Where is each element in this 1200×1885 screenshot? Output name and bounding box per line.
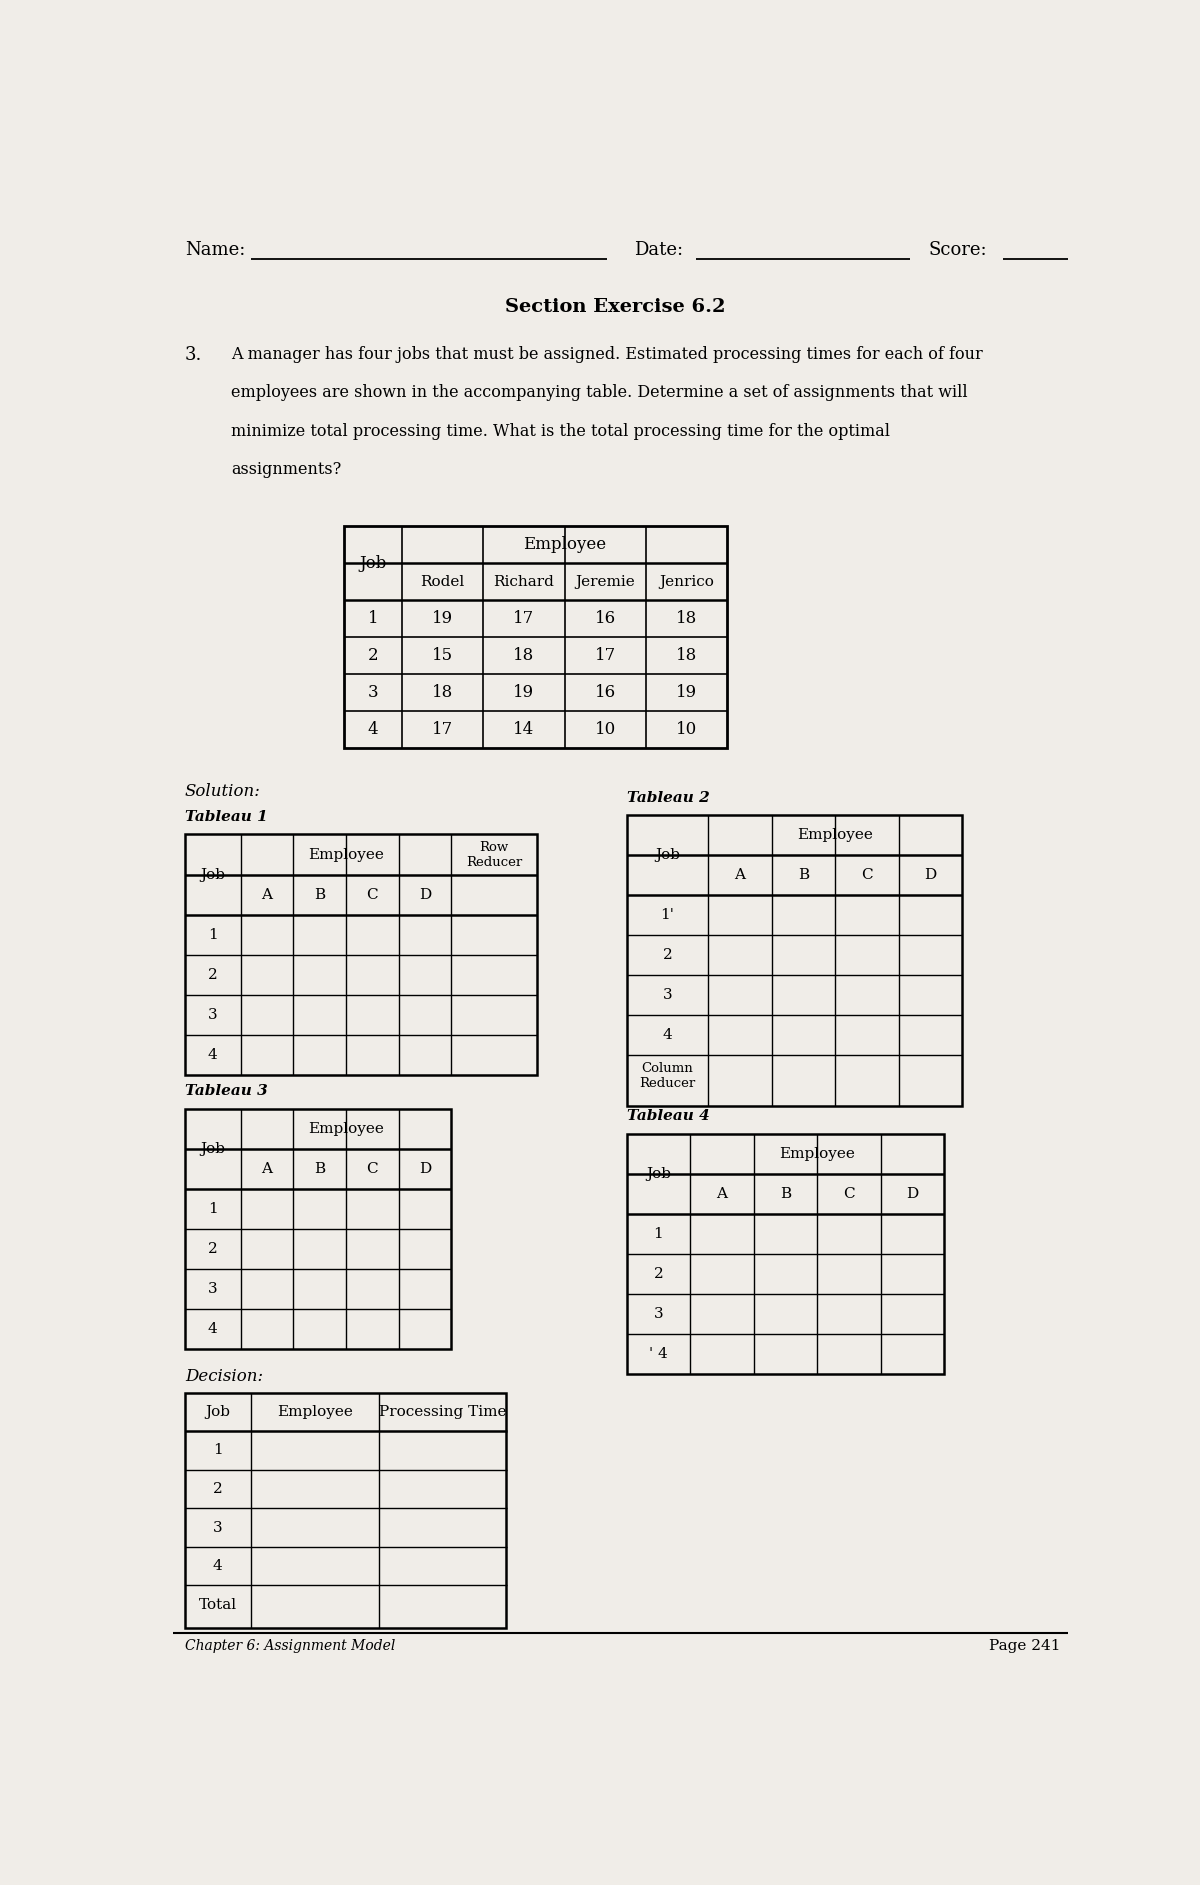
Text: D: D [419, 1161, 431, 1176]
Text: D: D [419, 888, 431, 901]
Text: ' 4: ' 4 [649, 1348, 667, 1361]
Text: C: C [367, 888, 378, 901]
Text: Decision:: Decision: [185, 1369, 263, 1385]
Text: Job: Job [200, 1142, 226, 1156]
Bar [626, 1135, 944, 1374]
Text: 18: 18 [676, 647, 697, 664]
Text: 4: 4 [212, 1559, 223, 1572]
Text: 3: 3 [654, 1306, 664, 1321]
Text: 2: 2 [367, 647, 378, 664]
Text: A: A [262, 888, 272, 901]
Text: A: A [262, 1161, 272, 1176]
Text: 2: 2 [208, 967, 217, 982]
Bar [343, 526, 727, 748]
Text: Employee: Employee [523, 537, 606, 554]
Text: 1': 1' [660, 909, 674, 922]
Text: Employee: Employee [277, 1404, 353, 1419]
Text: D: D [924, 869, 936, 882]
Text: B: B [798, 869, 809, 882]
Text: 4: 4 [208, 1321, 217, 1336]
Text: 3: 3 [662, 988, 672, 1003]
Text: Tableau 3: Tableau 3 [185, 1084, 268, 1097]
Text: 16: 16 [595, 611, 616, 628]
Text: B: B [780, 1188, 791, 1201]
Text: B: B [314, 888, 325, 901]
Bar [185, 1108, 451, 1350]
Bar [626, 814, 962, 1105]
Text: Section Exercise 6.2: Section Exercise 6.2 [505, 298, 725, 317]
Text: Rodel: Rodel [420, 575, 464, 588]
Text: 18: 18 [676, 611, 697, 628]
Text: C: C [844, 1188, 854, 1201]
Text: Page 241: Page 241 [989, 1640, 1061, 1653]
Text: Row
Reducer: Row Reducer [466, 841, 522, 869]
Text: Job: Job [655, 848, 680, 861]
Text: 2: 2 [212, 1482, 223, 1497]
Text: Tableau 1: Tableau 1 [185, 811, 268, 824]
Text: 1: 1 [654, 1227, 664, 1240]
Text: C: C [862, 869, 872, 882]
Text: Employee: Employee [779, 1148, 856, 1161]
Text: 19: 19 [676, 684, 697, 701]
Text: Job: Job [200, 867, 226, 882]
Text: A: A [734, 869, 745, 882]
Text: Jeremie: Jeremie [576, 575, 635, 588]
Text: 18: 18 [514, 647, 534, 664]
Text: 4: 4 [208, 1048, 217, 1061]
Text: 16: 16 [595, 684, 616, 701]
Text: Job: Job [359, 554, 386, 571]
Text: Employee: Employee [797, 828, 874, 843]
Text: Date:: Date: [635, 241, 684, 258]
Text: D: D [906, 1188, 919, 1201]
Text: 1: 1 [367, 611, 378, 628]
Text: Job: Job [646, 1167, 671, 1182]
Text: 17: 17 [595, 647, 616, 664]
Text: Jenrico: Jenrico [659, 575, 714, 588]
Text: Solution:: Solution: [185, 782, 260, 799]
Text: C: C [367, 1161, 378, 1176]
Text: 2: 2 [654, 1267, 664, 1282]
Text: Job: Job [205, 1404, 230, 1419]
Text: Tableau 2: Tableau 2 [626, 790, 709, 805]
Text: Employee: Employee [308, 848, 384, 861]
Text: 10: 10 [676, 722, 697, 739]
Text: 1: 1 [208, 1203, 217, 1216]
Text: Processing Time: Processing Time [379, 1404, 506, 1419]
Text: A: A [716, 1188, 727, 1201]
Text: 14: 14 [514, 722, 534, 739]
Text: 3: 3 [214, 1521, 223, 1534]
Text: Employee: Employee [308, 1122, 384, 1135]
Text: minimize total processing time. What is the total processing time for the optima: minimize total processing time. What is … [232, 422, 890, 439]
Text: 3.: 3. [185, 345, 203, 364]
Text: Chapter 6: Assignment Model: Chapter 6: Assignment Model [185, 1640, 395, 1653]
Text: A manager has four jobs that must be assigned. Estimated processing times for ea: A manager has four jobs that must be ass… [232, 345, 983, 362]
Text: 1: 1 [208, 927, 217, 942]
Text: Richard: Richard [493, 575, 554, 588]
Text: 10: 10 [595, 722, 616, 739]
Bar [185, 1393, 506, 1627]
Text: Name:: Name: [185, 241, 245, 258]
Text: 17: 17 [432, 722, 454, 739]
Text: 3: 3 [208, 1282, 217, 1295]
Text: Tableau 4: Tableau 4 [626, 1110, 709, 1123]
Text: 2: 2 [662, 948, 672, 963]
Text: 2: 2 [208, 1242, 217, 1255]
Text: 4: 4 [662, 1029, 672, 1042]
Text: employees are shown in the accompanying table. Determine a set of assignments th: employees are shown in the accompanying … [232, 385, 968, 402]
Text: 4: 4 [367, 722, 378, 739]
Text: 19: 19 [432, 611, 454, 628]
Text: Column
Reducer: Column Reducer [640, 1061, 696, 1090]
Text: 18: 18 [432, 684, 454, 701]
Text: Score:: Score: [929, 241, 988, 258]
Text: 1: 1 [212, 1444, 223, 1457]
Text: Total: Total [199, 1597, 236, 1612]
Bar [185, 835, 536, 1074]
Text: B: B [314, 1161, 325, 1176]
Text: 3: 3 [208, 1008, 217, 1022]
Text: 17: 17 [514, 611, 534, 628]
Text: assignments?: assignments? [232, 462, 342, 479]
Text: 3: 3 [367, 684, 378, 701]
Text: 19: 19 [514, 684, 534, 701]
Text: 15: 15 [432, 647, 454, 664]
